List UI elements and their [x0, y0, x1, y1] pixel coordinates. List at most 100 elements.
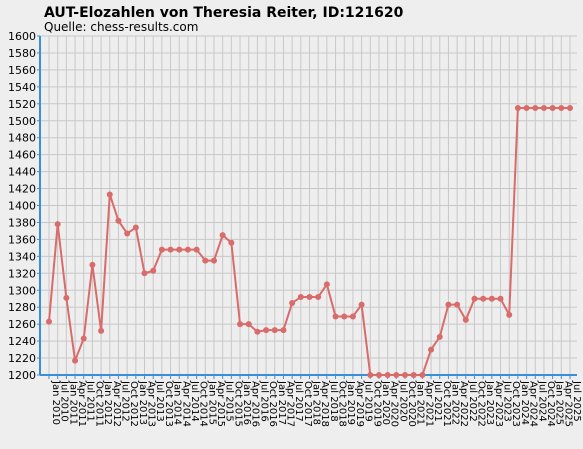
x-tick-label: Jul 2024: [536, 380, 547, 422]
data-point: [254, 328, 261, 335]
x-tick-label: Jul 2018: [328, 380, 339, 422]
y-tick-label: 1220: [8, 352, 36, 365]
x-tick-label: Apr 2023: [493, 381, 504, 427]
data-point: [332, 313, 339, 320]
x-tick-label: Jul 2019: [363, 380, 374, 422]
x-tick-label: Jan 2010: [50, 380, 61, 425]
data-point: [349, 313, 356, 320]
x-tick-label: Jan 2012: [102, 380, 113, 425]
x-tick-label: Oct 2014: [198, 381, 209, 427]
data-point: [497, 295, 504, 302]
y-tick-label: 1600: [8, 30, 36, 43]
y-tick-label: 1480: [8, 132, 36, 145]
data-point: [402, 372, 409, 378]
x-tick-label: Oct 2021: [441, 381, 452, 427]
x-tick-label: Oct 2012: [128, 381, 139, 427]
data-point: [167, 246, 174, 253]
y-tick-label: 1260: [8, 318, 36, 331]
x-tick-label: Jan 2011: [67, 380, 78, 425]
chart-title: AUT-Elozahlen von Theresia Reiter, ID:12…: [44, 5, 404, 21]
data-point: [367, 372, 374, 378]
data-point: [237, 321, 244, 328]
y-tick-label: 1520: [8, 98, 36, 111]
data-point: [98, 327, 105, 334]
x-tick-label: Apr 2019: [354, 381, 365, 427]
x-tick-label: Apr 2022: [458, 381, 469, 427]
data-point: [158, 246, 165, 253]
y-tick-label: 1240: [8, 335, 36, 348]
x-tick-label: Jul 2015: [224, 380, 235, 422]
y-tick-label: 1540: [8, 81, 36, 94]
data-point: [315, 294, 322, 301]
x-tick-label: Jul 2023: [502, 380, 513, 422]
data-point: [506, 311, 513, 318]
y-tick-label: 1300: [8, 284, 36, 297]
data-point: [488, 295, 495, 302]
x-tick-label: Apr 2012: [111, 381, 122, 427]
x-tick-label: Jan 2019: [345, 380, 356, 425]
data-point: [514, 105, 521, 112]
y-tick-label: 1460: [8, 149, 36, 162]
x-tick-label: Jan 2018: [311, 380, 322, 425]
x-tick-label: Apr 2017: [284, 381, 295, 427]
y-tick-label: 1340: [8, 250, 36, 263]
data-point: [141, 270, 148, 277]
data-point: [445, 301, 452, 308]
data-point: [210, 257, 217, 264]
data-point: [549, 105, 556, 112]
data-point: [410, 372, 417, 378]
x-tick-label: Jul 2016: [258, 380, 269, 422]
x-tick-label: Oct 2018: [337, 381, 348, 427]
x-tick-label: Jan 2013: [137, 380, 148, 425]
x-tick-label: Jan 2024: [519, 380, 530, 425]
data-point: [323, 281, 330, 288]
data-point: [115, 217, 122, 224]
data-point: [124, 230, 131, 237]
data-point: [202, 257, 209, 264]
x-tick-label: Jan 2020: [380, 380, 391, 425]
x-tick-label: Apr 2024: [528, 381, 539, 427]
data-point: [567, 105, 573, 112]
x-tick-label: Apr 2011: [76, 381, 87, 427]
data-point: [558, 105, 565, 112]
data-point: [532, 105, 539, 112]
data-point: [106, 191, 113, 198]
data-point: [436, 333, 443, 340]
x-tick-label: Jul 2025: [571, 380, 582, 422]
data-point: [428, 346, 435, 353]
data-point: [280, 327, 287, 334]
data-point: [462, 316, 469, 323]
x-tick-label: Jul 2013: [154, 380, 165, 422]
x-tick-label: Oct 2016: [267, 381, 278, 427]
data-point: [80, 335, 87, 342]
data-point: [176, 246, 183, 253]
data-point: [523, 105, 530, 112]
y-tick-label: 1200: [8, 369, 36, 382]
data-point: [306, 294, 313, 301]
x-tick-label: Oct 2017: [302, 381, 313, 427]
x-tick-label: Jan 2017: [276, 380, 287, 425]
data-point: [375, 372, 382, 378]
y-tick-label: 1380: [8, 216, 36, 229]
x-tick-label: Oct 2011: [93, 381, 104, 427]
x-tick-label: Jul 2020: [397, 380, 408, 422]
data-point: [297, 294, 304, 301]
x-tick-label: Apr 2020: [389, 381, 400, 427]
x-tick-label: Oct 2013: [163, 381, 174, 427]
data-point: [358, 301, 365, 308]
data-point: [419, 372, 426, 378]
x-tick-label: Jul 2022: [467, 380, 478, 422]
data-point: [540, 105, 547, 112]
x-tick-label: Jan 2025: [554, 380, 565, 425]
data-point: [263, 327, 270, 334]
y-tick-label: 1360: [8, 233, 36, 246]
data-point: [289, 299, 296, 306]
x-tick-label: Oct 2024: [545, 381, 556, 427]
y-tick-label: 1580: [8, 47, 36, 60]
data-point: [193, 246, 200, 253]
data-point: [454, 301, 461, 308]
x-tick-label: Apr 2016: [250, 381, 261, 427]
data-point: [471, 295, 478, 302]
x-tick-label: Jul 2011: [85, 380, 96, 422]
y-tick-label: 1440: [8, 166, 36, 179]
